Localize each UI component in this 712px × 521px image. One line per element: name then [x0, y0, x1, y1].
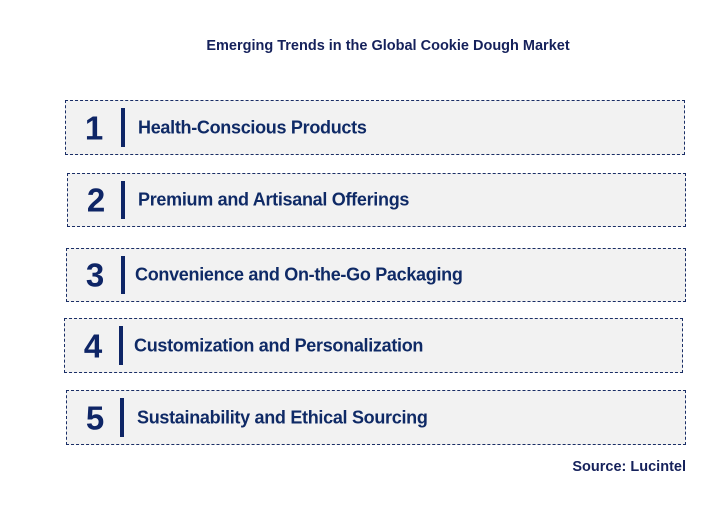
trend-label: Sustainability and Ethical Sourcing: [137, 407, 428, 427]
divider-bar: [121, 181, 125, 219]
trend-label: Convenience and On-the-Go Packaging: [135, 264, 463, 285]
trend-number: 5: [85, 399, 105, 436]
trend-number: 3: [85, 256, 105, 294]
trend-number: 4: [83, 327, 103, 364]
trend-item-1: 1 Health-Conscious Products: [65, 100, 685, 155]
trend-label: Health-Conscious Products: [138, 117, 367, 137]
source-attribution: Source: Lucintel: [572, 459, 686, 475]
divider-bar: [121, 256, 125, 294]
trend-item-3: 3 Convenience and On-the-Go Packaging: [66, 248, 686, 302]
trend-label: Premium and Artisanal Offerings: [138, 189, 410, 210]
trend-item-4: 4 Customization and Personalization: [64, 318, 683, 373]
trend-item-5: 5 Sustainability and Ethical Sourcing: [66, 390, 686, 445]
trend-number: 1: [84, 109, 104, 146]
trend-label: Customization and Personalization: [134, 335, 424, 355]
trend-item-2: 2 Premium and Artisanal Offerings: [67, 173, 686, 227]
trend-number: 2: [86, 181, 106, 219]
divider-bar: [120, 398, 124, 437]
divider-bar: [121, 108, 125, 147]
divider-bar: [119, 326, 123, 365]
diagram-title: Emerging Trends in the Global Cookie Dou…: [206, 38, 570, 54]
